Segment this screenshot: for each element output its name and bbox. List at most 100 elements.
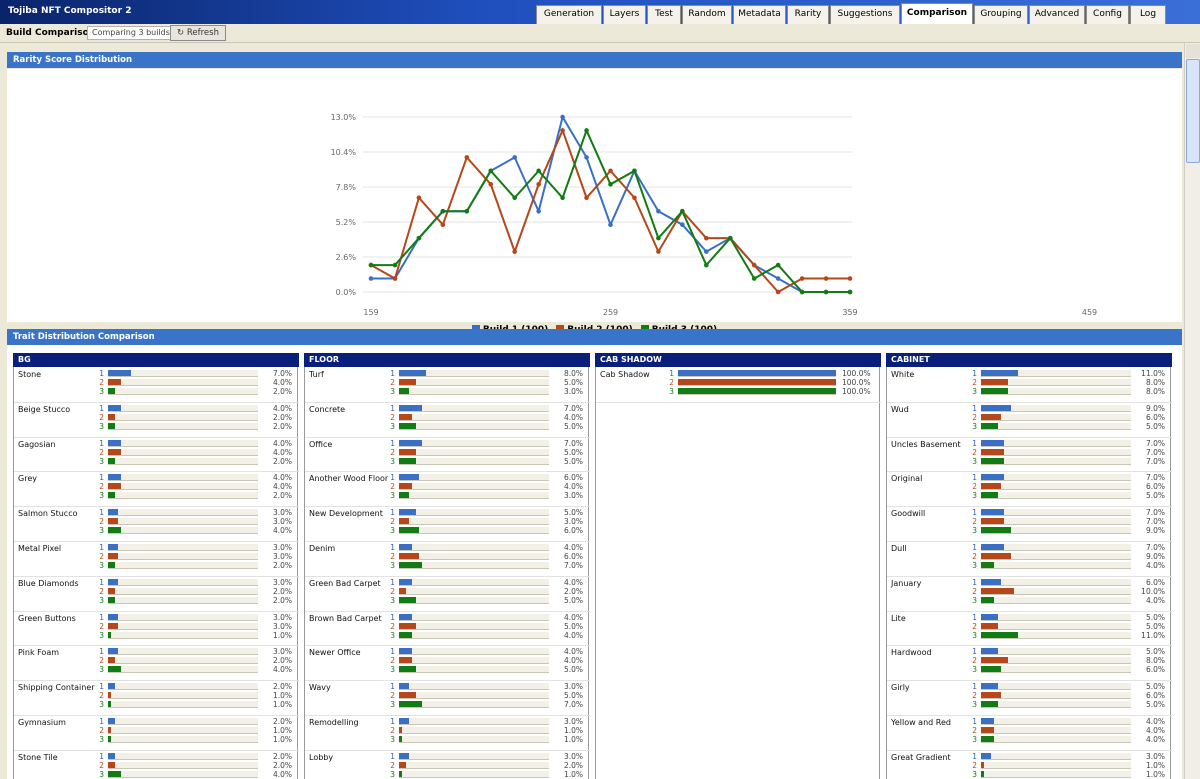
scroll-thumb[interactable] xyxy=(1186,59,1200,163)
percent-label: 2.0% xyxy=(563,760,583,770)
percent-label: 7.0% xyxy=(1145,447,1165,457)
percent-label: 4.0% xyxy=(272,438,292,448)
trait-row: Pink Foam 1 3.0% 2 2.0% 3 4.0% xyxy=(14,646,299,682)
bar-fill xyxy=(981,761,984,768)
percent-label: 100.0% xyxy=(842,387,871,396)
build-bar-row: 1 4.0% xyxy=(967,717,1167,726)
build-bar-row: 2 2.0% xyxy=(94,761,294,770)
refresh-button[interactable]: ↻ Refresh xyxy=(170,25,226,41)
trait-row: Yellow and Red 1 4.0% 2 4.0% 3 4.0% xyxy=(887,716,1172,751)
bar-track xyxy=(981,509,1131,517)
build-number: 3 xyxy=(99,387,104,396)
percent-label: 2.0% xyxy=(272,656,292,666)
percent-label: 1.0% xyxy=(563,726,583,735)
tab-layers[interactable]: Layers xyxy=(603,5,646,24)
build-bar-row: 1 4.0% xyxy=(94,473,294,482)
build-number: 3 xyxy=(390,561,395,570)
build-bar-row: 1 4.0% xyxy=(385,613,585,622)
bar-fill xyxy=(399,509,416,516)
bar-track xyxy=(108,388,258,395)
trait-row: Wavy 1 3.0% 2 5.0% 3 7.0% xyxy=(305,681,590,716)
percent-label: 5.0% xyxy=(1145,491,1165,501)
percent-label: 6.0% xyxy=(1145,412,1165,422)
bar-track xyxy=(108,404,258,412)
build-bar-row: 2 4.0% xyxy=(385,656,585,665)
tab-advanced[interactable]: Advanced xyxy=(1029,5,1085,24)
build-number: 3 xyxy=(99,491,104,501)
toolbar-title: Build Comparison xyxy=(6,28,96,38)
tab-config[interactable]: Config xyxy=(1086,5,1129,24)
tab-grouping[interactable]: Grouping xyxy=(974,5,1028,24)
bar-fill xyxy=(108,701,111,708)
build-number: 3 xyxy=(972,421,977,431)
percent-label: 3.0% xyxy=(563,387,583,396)
data-point xyxy=(368,276,374,281)
bar-fill xyxy=(981,509,1004,516)
build-bar-row: 3 5.0% xyxy=(967,422,1167,431)
percent-label: 1.0% xyxy=(272,630,292,640)
bar-fill xyxy=(108,553,118,559)
build-number: 1 xyxy=(99,682,104,692)
build-bar-row: 1 6.0% xyxy=(967,578,1167,587)
bar-fill xyxy=(981,657,1008,664)
trait-row: Stone 1 7.0% 2 4.0% 3 2.0% xyxy=(14,368,299,403)
y-tick-label: 2.6% xyxy=(336,253,357,262)
percent-label: 4.0% xyxy=(563,612,583,622)
build-bar-row: 2 2.0% xyxy=(94,656,294,665)
build-number: 2 xyxy=(99,447,104,457)
trait-row: Wud 1 9.0% 2 6.0% 3 5.0% xyxy=(887,403,1172,438)
percent-label: 7.0% xyxy=(563,561,583,570)
percent-label: 1.0% xyxy=(272,691,292,701)
trait-name: January xyxy=(891,578,922,588)
bar-track xyxy=(981,692,1131,700)
bar-track xyxy=(108,483,258,491)
percent-label: 7.0% xyxy=(272,369,292,378)
tab-generation[interactable]: Generation xyxy=(536,5,602,24)
bar-fill xyxy=(981,718,994,724)
bar-track xyxy=(108,518,258,526)
y-tick-label: 5.2% xyxy=(336,218,357,227)
build-bar-row: 3 7.0% xyxy=(385,700,585,709)
build-number: 2 xyxy=(972,552,977,561)
bar-track xyxy=(399,422,549,430)
build-bar-row: 2 2.0% xyxy=(385,761,585,770)
bar-fill xyxy=(981,587,1014,594)
build-number: 3 xyxy=(972,665,977,675)
x-tick-label: 259 xyxy=(603,308,618,317)
bar-track xyxy=(399,439,549,447)
bar-fill xyxy=(399,596,416,603)
tab-test[interactable]: Test xyxy=(647,5,681,24)
tab-metadata[interactable]: Metadata xyxy=(733,5,786,24)
tab-comparison[interactable]: Comparison xyxy=(901,3,973,24)
build-bar-row: 2 7.0% xyxy=(967,517,1167,526)
vertical-scrollbar[interactable] xyxy=(1184,43,1200,779)
scroll-up-arrow-icon[interactable] xyxy=(1186,44,1200,58)
build-number: 1 xyxy=(972,438,977,448)
tab-rarity[interactable]: Rarity xyxy=(787,5,829,24)
bar-fill xyxy=(108,448,121,455)
build-bar-row: 1 9.0% xyxy=(967,404,1167,413)
trait-panel-floor: FLOOR Turf 1 8.0% 2 5.0% 3 3.0% Concrete 1 7.0% 2 4.… xyxy=(304,353,590,779)
tab-random[interactable]: Random xyxy=(682,5,732,24)
percent-label: 3.0% xyxy=(272,621,292,631)
bar-track xyxy=(981,518,1131,526)
percent-label: 5.0% xyxy=(1145,421,1165,431)
trait-row: Dull 1 7.0% 2 9.0% 3 4.0% xyxy=(887,542,1172,577)
bar-fill xyxy=(108,587,115,594)
bar-fill xyxy=(108,370,131,376)
build-bar-row: 3 3.0% xyxy=(385,387,585,396)
bar-track xyxy=(981,596,1131,604)
build-bar-row: 2 5.0% xyxy=(385,448,585,457)
build-bar-row: 2 6.0% xyxy=(967,482,1167,491)
bar-fill xyxy=(108,692,111,699)
tab-suggestions[interactable]: Suggestions xyxy=(830,5,900,24)
trait-name: Wud xyxy=(891,404,909,414)
percent-label: 2.0% xyxy=(272,412,292,422)
build-bar-row: 3 6.0% xyxy=(967,665,1167,674)
percent-label: 5.0% xyxy=(563,665,583,675)
title-bar: Tojiba NFT Compositor 2 Generation Layers… xyxy=(0,0,1200,24)
tab-log[interactable]: Log xyxy=(1130,5,1166,24)
data-point xyxy=(512,195,517,201)
bar-track xyxy=(399,413,549,421)
bar-track xyxy=(399,509,549,517)
